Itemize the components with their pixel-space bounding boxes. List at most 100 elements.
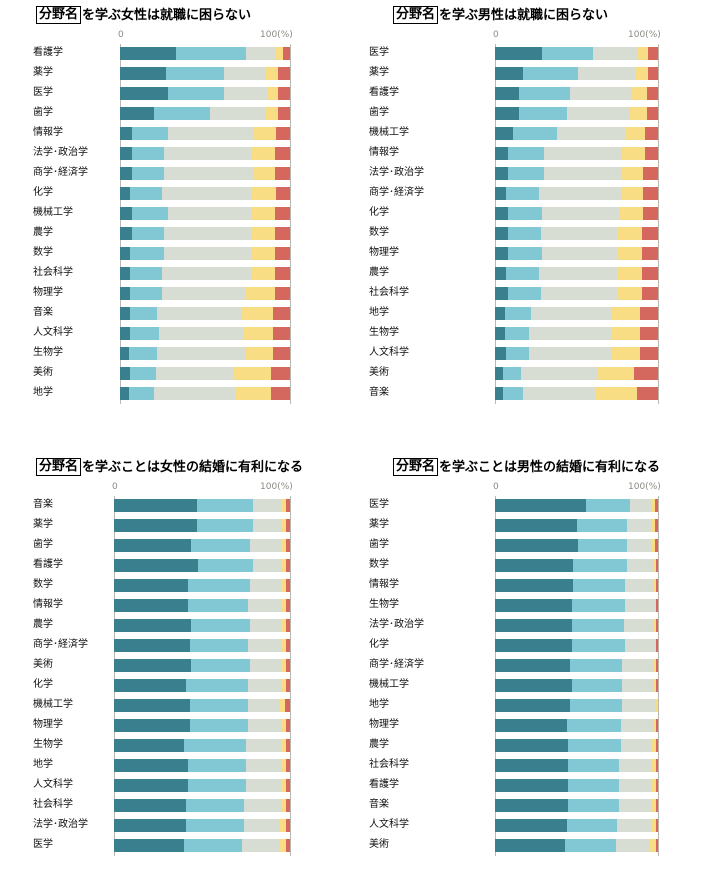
bar-segment-2 xyxy=(571,619,624,632)
bar-row: 生物学 xyxy=(0,344,357,364)
bar-row: 商学･経済学 xyxy=(357,184,714,204)
bar-segment-3 xyxy=(244,819,280,832)
bar-segment-5 xyxy=(640,327,658,340)
bar-row: 社会科学 xyxy=(357,284,714,304)
stacked-bar xyxy=(495,739,658,752)
bar-row: 物理学 xyxy=(357,244,714,264)
bar-row-label: 医学 xyxy=(369,499,389,510)
bar-segment-5 xyxy=(271,367,290,380)
bar-row-label: 医学 xyxy=(33,87,53,98)
bar-segment-1 xyxy=(120,47,177,60)
bar-segment-3 xyxy=(245,47,277,60)
stacked-bar xyxy=(114,819,290,832)
bar-segment-4 xyxy=(281,639,287,652)
bar-segment-2 xyxy=(508,287,541,300)
bar-segment-2 xyxy=(542,47,593,60)
bar-segment-3 xyxy=(539,267,618,280)
bar-segment-2 xyxy=(568,759,619,772)
bar-segment-1 xyxy=(114,839,185,852)
bar-segment-2 xyxy=(508,147,544,160)
bar-segment-1 xyxy=(495,267,507,280)
bar-segment-4 xyxy=(281,799,287,812)
stacked-bar xyxy=(495,819,658,832)
bar-segment-1 xyxy=(120,287,131,300)
bar-segment-4 xyxy=(281,759,287,772)
stacked-bar xyxy=(114,699,290,712)
bar-row-label: 情報学 xyxy=(369,579,399,590)
bar-segment-1 xyxy=(495,639,572,652)
bar-row: 薬学 xyxy=(357,516,714,536)
bar-row-label: 商学･経済学 xyxy=(33,639,88,650)
bar-segment-3 xyxy=(247,639,282,652)
field-name-box: 分野名 xyxy=(36,6,82,24)
stacked-bar xyxy=(495,559,658,572)
stacked-bar xyxy=(495,367,658,380)
stacked-bar xyxy=(120,167,290,180)
bar-segment-3 xyxy=(164,147,251,160)
bar-segment-1 xyxy=(120,107,154,120)
bar-segment-1 xyxy=(495,599,572,612)
bar-segment-4 xyxy=(279,839,287,852)
field-name-box: 分野名 xyxy=(393,6,439,24)
bar-segment-4 xyxy=(620,187,644,200)
stacked-bar xyxy=(495,167,658,180)
bar-row-label: 法学･政治学 xyxy=(369,167,424,178)
bar-row: 美術 xyxy=(357,836,714,856)
bar-segment-4 xyxy=(651,739,657,752)
stacked-bar xyxy=(120,187,290,200)
bar-row-label: 物理学 xyxy=(33,719,63,730)
bar-segment-1 xyxy=(495,287,509,300)
bar-segment-1 xyxy=(114,619,192,632)
bar-segment-4 xyxy=(649,839,657,852)
bar-row-label: 薬学 xyxy=(33,519,53,530)
bar-segment-3 xyxy=(162,287,246,300)
y-axis-line-left xyxy=(495,44,496,404)
bar-segment-3 xyxy=(162,187,251,200)
stacked-bar xyxy=(495,579,658,592)
bar-segment-4 xyxy=(651,519,655,532)
bar-segment-4 xyxy=(266,67,279,80)
bar-segment-2 xyxy=(189,699,248,712)
bar-segment-1 xyxy=(114,739,185,752)
bar-segment-2 xyxy=(504,307,531,320)
stacked-bar xyxy=(495,47,658,60)
bar-row-label: 人文科学 xyxy=(33,327,73,338)
bar-segment-2 xyxy=(186,799,245,812)
bar-row: 物理学 xyxy=(0,716,357,736)
bar-segment-4 xyxy=(250,247,275,260)
bar-row: 生物学 xyxy=(0,736,357,756)
y-axis-line-right xyxy=(658,44,659,404)
stacked-bar xyxy=(495,539,658,552)
bar-segment-4 xyxy=(245,287,275,300)
bar-segment-2 xyxy=(566,819,618,832)
chart-panel-employment-men: 分野名 を学ぶ男性は就職に困らない 0 100(%) 医学 薬学 看護学 歯学 機械工学 情報学… xyxy=(357,0,714,404)
bar-segment-2 xyxy=(503,387,523,400)
stacked-bar xyxy=(495,719,658,732)
bar-row: 社会科学 xyxy=(0,796,357,816)
bar-segment-1 xyxy=(495,387,504,400)
bar-row-label: 地学 xyxy=(369,699,389,710)
chart-title-suffix: を学ぶ女性は就職に困らない xyxy=(82,7,252,23)
bar-segment-4 xyxy=(281,719,287,732)
bar-segment-1 xyxy=(495,799,569,812)
bar-row-label: 化学 xyxy=(369,639,389,650)
bar-segment-5 xyxy=(656,679,658,692)
bar-segment-4 xyxy=(279,819,287,832)
bar-segment-3 xyxy=(223,87,268,100)
bar-segment-4 xyxy=(617,267,642,280)
bar-segment-5 xyxy=(274,167,290,180)
bar-row-label: 農学 xyxy=(33,619,53,630)
bar-segment-4 xyxy=(279,699,285,712)
bar-row: 薬学 xyxy=(0,516,357,536)
bar-segment-3 xyxy=(617,819,652,832)
bar-segment-5 xyxy=(274,207,290,220)
bar-segment-4 xyxy=(654,699,658,712)
bar-segment-2 xyxy=(508,207,543,220)
bar-segment-5 xyxy=(656,759,658,772)
bar-segment-1 xyxy=(114,559,199,572)
bar-segment-4 xyxy=(612,307,641,320)
bar-row: 情報学 xyxy=(357,144,714,164)
plot-area: 音楽 薬学 歯学 看護学 数学 情報学 農学 商学･経済学 美術 化学 機械工学 物理学 生物学 地学 人文… xyxy=(0,496,357,856)
bar-segment-1 xyxy=(495,699,570,712)
bar-row: 社会科学 xyxy=(0,264,357,284)
